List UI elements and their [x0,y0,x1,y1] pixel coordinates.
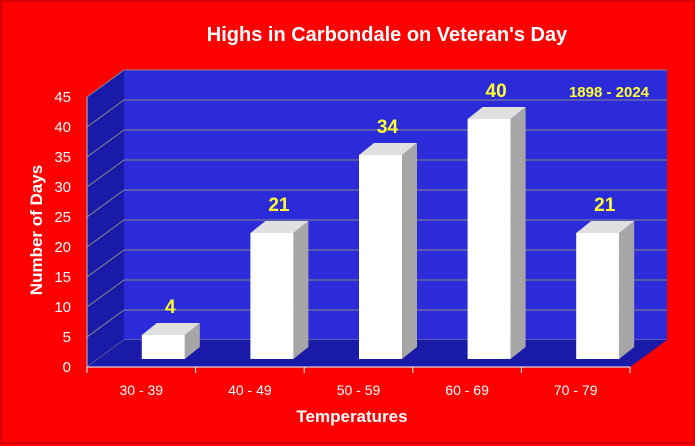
y-tick-label: 35 [54,149,71,166]
chart-title: Highs in Carbondale on Veteran's Day [207,24,568,46]
plot-side-wall [87,70,124,367]
gridline-side [86,129,125,158]
bar [141,335,185,359]
bar [576,233,620,359]
y-tick-label: 20 [54,239,71,256]
x-tick-label: 30 - 39 [120,382,164,398]
bar-top-face [141,323,200,335]
y-tick-label: 25 [54,209,71,226]
bar-side-face [619,221,635,359]
gridline-side [86,69,125,98]
gridline-side [86,249,125,278]
y-tick-label: 15 [54,269,71,286]
gridline-side [86,159,125,188]
bar-side-face [402,143,417,359]
year-range-annotation: 1898 - 2024 [569,84,650,101]
bar [359,155,402,359]
y-tick-label: 10 [54,299,71,316]
gridline-side [86,279,125,308]
y-tick-label: 45 [54,89,71,106]
data-label: 34 [377,117,399,138]
gridline-side [86,219,125,248]
data-label: 40 [486,81,507,102]
bar-side-face [293,221,309,359]
y-tick-label: 5 [63,329,71,346]
y-tick-label: 0 [63,359,71,376]
gridline-side [86,189,125,218]
x-axis-title: Temperatures [296,407,407,426]
x-tick-label: 50 - 59 [337,382,381,398]
y-axis-title: Number of Days [27,165,46,295]
bar-top-face [250,221,309,233]
bar-top-face [576,221,635,233]
x-tick-label: 70 - 79 [554,382,598,398]
y-tick-label: 30 [54,179,71,196]
gridline-side [86,309,125,338]
x-tick-label: 40 - 49 [228,382,272,398]
data-label: 21 [268,195,290,216]
data-label: 4 [165,297,176,318]
gridline-side [86,99,125,128]
bar-side-face [510,107,526,359]
bar-top-face [359,143,417,155]
bar [467,119,511,359]
y-tick-label: 40 [54,119,71,136]
x-tick-label: 60 - 69 [445,382,489,398]
bar-top-face [467,107,526,119]
data-label: 21 [594,195,616,216]
bar [250,233,294,359]
